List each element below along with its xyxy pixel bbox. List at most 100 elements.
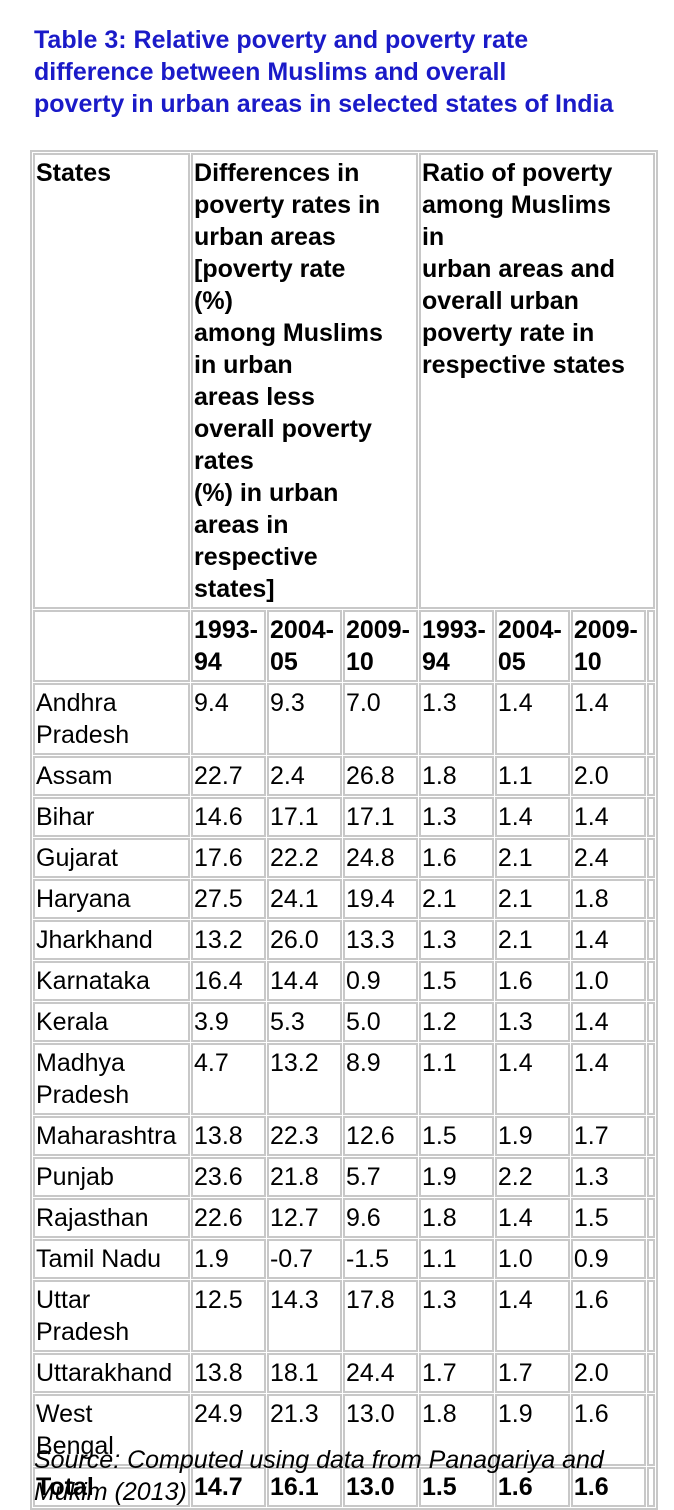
- value-cell: 2.1: [494, 838, 570, 878]
- table-row: Jharkhand 13.2 26.0 13.3 1.3 2.1 1.4: [33, 920, 655, 960]
- value-cell: 1.8: [570, 879, 646, 919]
- value-cell: 1.4: [570, 683, 646, 755]
- pad-cell: [646, 1198, 655, 1238]
- pad-cell: [646, 879, 655, 919]
- value-cell: 17.1: [266, 797, 342, 837]
- value-cell: 22.3: [266, 1116, 342, 1156]
- value-cell: 1.1: [418, 1239, 494, 1279]
- value-cell: 18.1: [266, 1353, 342, 1393]
- pad-cell: [646, 1116, 655, 1156]
- value-cell: 13.0: [342, 1394, 418, 1466]
- pad-cell: [646, 683, 655, 755]
- value-cell: 3.9: [191, 1002, 266, 1042]
- value-cell: 23.6: [191, 1157, 266, 1197]
- value-cell: 1.0: [570, 961, 646, 1001]
- value-cell: 0.9: [342, 961, 418, 1001]
- value-cell: 14.3: [266, 1280, 342, 1352]
- table-row: Gujarat 17.6 22.2 24.8 1.6 2.1 2.4: [33, 838, 655, 878]
- source-note: Source: Computed using data from Panagar…: [34, 1446, 604, 1506]
- pad-cell: [646, 756, 655, 796]
- pad-cell: [646, 1394, 655, 1466]
- table-row: Andhra Pradesh 9.4 9.3 7.0 1.3 1.4 1.4: [33, 683, 655, 755]
- value-cell: 1.8: [418, 1394, 494, 1466]
- table-row: West Bengal 24.9 21.3 13.0 1.8 1.9 1.6: [33, 1394, 655, 1466]
- table-row: Haryana 27.5 24.1 19.4 2.1 2.1 1.8: [33, 879, 655, 919]
- value-cell: 2.1: [418, 879, 494, 919]
- year-header: 2009- 10: [342, 610, 418, 682]
- value-cell: 13.2: [266, 1043, 342, 1115]
- value-cell: 2.2: [494, 1157, 570, 1197]
- table-row: Kerala 3.9 5.3 5.0 1.2 1.3 1.4: [33, 1002, 655, 1042]
- differences-header: Differences in poverty rates in urban ar…: [191, 153, 418, 609]
- value-cell: 26.8: [342, 756, 418, 796]
- value-cell: 24.1: [266, 879, 342, 919]
- state-name: Uttar Pradesh: [33, 1280, 191, 1352]
- value-cell: 12.6: [342, 1116, 418, 1156]
- value-cell: 1.4: [570, 920, 646, 960]
- value-cell: 21.3: [266, 1394, 342, 1466]
- value-cell: 17.6: [191, 838, 266, 878]
- state-name: Kerala: [33, 1002, 191, 1042]
- year-header: 2004- 05: [266, 610, 342, 682]
- table-row: Rajasthan 22.6 12.7 9.6 1.8 1.4 1.5: [33, 1198, 655, 1238]
- pad-cell: [646, 1002, 655, 1042]
- value-cell: 2.4: [266, 756, 342, 796]
- value-cell: 1.4: [570, 1043, 646, 1115]
- value-cell: 1.3: [418, 1280, 494, 1352]
- pad-cell: [646, 920, 655, 960]
- table-title: Table 3: Relative poverty and poverty ra…: [34, 24, 674, 120]
- value-cell: 16.4: [191, 961, 266, 1001]
- value-cell: 14.4: [266, 961, 342, 1001]
- state-name: Madhya Pradesh: [33, 1043, 191, 1115]
- year-header: 1993- 94: [418, 610, 494, 682]
- value-cell: 19.4: [342, 879, 418, 919]
- value-cell: 12.7: [266, 1198, 342, 1238]
- value-cell: 21.8: [266, 1157, 342, 1197]
- value-cell: 2.4: [570, 838, 646, 878]
- value-cell: 1.4: [570, 797, 646, 837]
- pad-cell: [646, 1280, 655, 1352]
- value-cell: 2.1: [494, 920, 570, 960]
- table-row: Karnataka 16.4 14.4 0.9 1.5 1.6 1.0: [33, 961, 655, 1001]
- title-line: poverty in urban areas in selected state…: [34, 90, 614, 118]
- pad-cell: [646, 1043, 655, 1115]
- value-cell: 1.7: [494, 1353, 570, 1393]
- value-cell: 1.4: [494, 1043, 570, 1115]
- year-header: 2009- 10: [570, 610, 646, 682]
- value-cell: 1.4: [494, 1280, 570, 1352]
- pad-cell: [646, 1353, 655, 1393]
- pad-cell: [646, 610, 655, 682]
- value-cell: 1.9: [494, 1394, 570, 1466]
- value-cell: 16.1: [266, 1467, 342, 1507]
- value-cell: 1.3: [418, 683, 494, 755]
- years-row: 1993- 94 2004- 05 2009- 10 1993- 94 2004…: [33, 610, 655, 682]
- title-line: Table 3: Relative poverty and poverty ra…: [34, 26, 529, 54]
- state-name: Tamil Nadu: [33, 1239, 191, 1279]
- table-row: Punjab 23.6 21.8 5.7 1.9 2.2 1.3: [33, 1157, 655, 1197]
- value-cell: 2.0: [570, 756, 646, 796]
- year-header: 1993- 94: [191, 610, 266, 682]
- value-cell: 22.2: [266, 838, 342, 878]
- table-row: Uttar Pradesh 12.5 14.3 17.8 1.3 1.4 1.6: [33, 1280, 655, 1352]
- poverty-table: States Differences in poverty rates in u…: [30, 150, 658, 1510]
- value-cell: 1.7: [418, 1353, 494, 1393]
- value-cell: 1.6: [570, 1394, 646, 1466]
- value-cell: 5.0: [342, 1002, 418, 1042]
- pad-cell: [646, 1157, 655, 1197]
- value-cell: 13.8: [191, 1353, 266, 1393]
- value-cell: 17.8: [342, 1280, 418, 1352]
- value-cell: 13.3: [342, 920, 418, 960]
- value-cell: 8.9: [342, 1043, 418, 1115]
- value-cell: 24.9: [191, 1394, 266, 1466]
- state-name: Maharashtra: [33, 1116, 191, 1156]
- value-cell: 1.4: [494, 1198, 570, 1238]
- value-cell: 5.7: [342, 1157, 418, 1197]
- value-cell: -1.5: [342, 1239, 418, 1279]
- value-cell: 1.6: [418, 838, 494, 878]
- value-cell: 5.3: [266, 1002, 342, 1042]
- table-row: Assam 22.7 2.4 26.8 1.8 1.1 2.0: [33, 756, 655, 796]
- table-row: Madhya Pradesh 4.7 13.2 8.9 1.1 1.4 1.4: [33, 1043, 655, 1115]
- value-cell: 1.3: [418, 797, 494, 837]
- value-cell: 24.8: [342, 838, 418, 878]
- pad-cell: [646, 1239, 655, 1279]
